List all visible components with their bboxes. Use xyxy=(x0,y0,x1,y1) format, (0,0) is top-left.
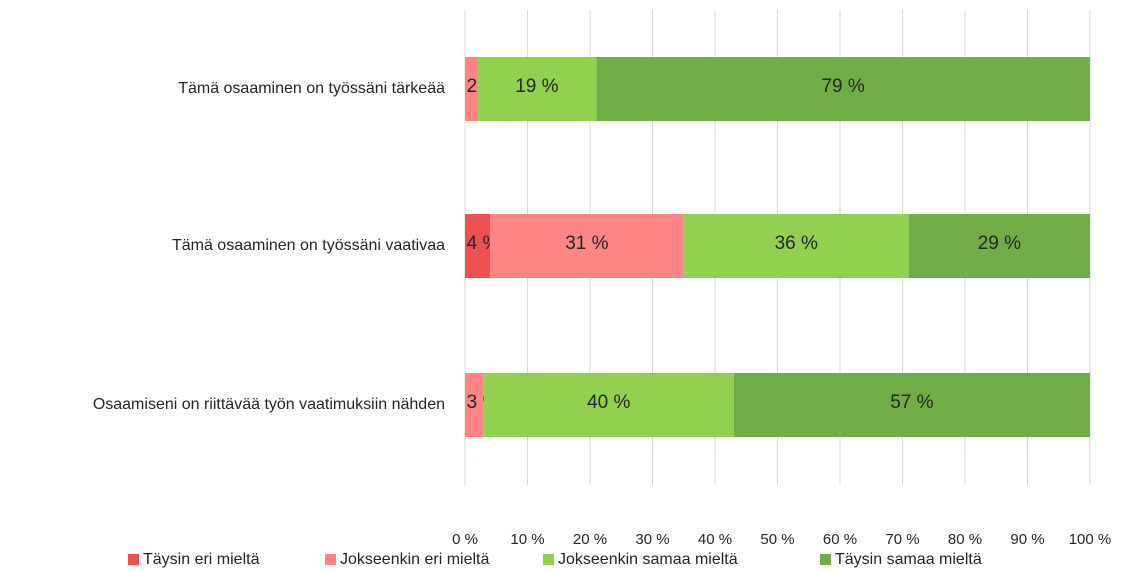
x-tick-label: 100 % xyxy=(1069,531,1112,548)
x-tick-label: 50 % xyxy=(760,531,794,548)
x-tick-label: 90 % xyxy=(1010,531,1044,548)
value-label: 31 % xyxy=(565,233,608,254)
value-label: 29 % xyxy=(978,233,1021,254)
x-tick-label: 40 % xyxy=(698,531,732,548)
y-tick-label: Tämä osaaminen on työssäni vaativaa xyxy=(172,237,445,254)
value-label: 19 % xyxy=(515,76,558,97)
bar-segment xyxy=(596,57,1090,121)
legend-swatch xyxy=(820,554,831,565)
bar-segment xyxy=(465,214,490,278)
bar-segment xyxy=(477,57,597,121)
x-tick-label: 10 % xyxy=(510,531,544,548)
legend-swatch xyxy=(543,554,554,565)
x-tick-label: 0 % xyxy=(452,531,478,548)
bar-segment xyxy=(465,57,478,121)
legend-label: Täysin eri mieltä xyxy=(143,551,260,568)
legend-label: Jokseenkin samaa mieltä xyxy=(558,551,738,568)
bar-segment xyxy=(465,373,484,437)
legend-swatch xyxy=(325,554,336,565)
legend-swatch xyxy=(128,554,139,565)
x-tick-label: 70 % xyxy=(885,531,919,548)
y-tick-label: Tämä osaaminen on työssäni tärkeää xyxy=(178,80,445,97)
y-tick-label: Osaamiseni on riittävää työn vaatimuksii… xyxy=(93,396,445,413)
value-label: 57 % xyxy=(890,392,933,413)
value-label: 36 % xyxy=(775,233,818,254)
x-tick-label: 30 % xyxy=(635,531,669,548)
legend-label: Jokseenkin eri mieltä xyxy=(340,551,490,568)
x-tick-label: 60 % xyxy=(823,531,857,548)
value-label: 79 % xyxy=(821,76,864,97)
value-label: 40 % xyxy=(587,392,630,413)
x-tick-label: 80 % xyxy=(948,531,982,548)
x-tick-label: 20 % xyxy=(573,531,607,548)
bar-segment xyxy=(683,214,909,278)
bar-segment xyxy=(490,214,684,278)
legend-label: Täysin samaa mieltä xyxy=(835,551,982,568)
bar-segment xyxy=(908,214,1090,278)
bar-segment xyxy=(733,373,1090,437)
bar-segment xyxy=(483,373,734,437)
